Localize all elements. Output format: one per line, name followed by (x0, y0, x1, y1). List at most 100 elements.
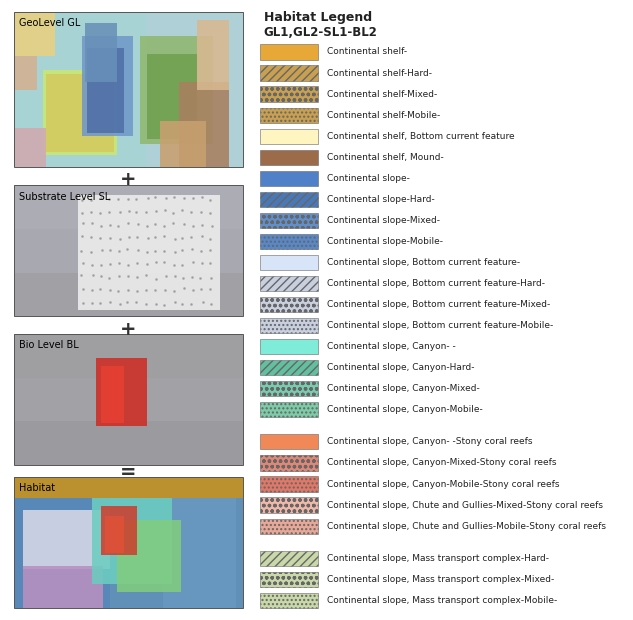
Bar (260, 297, 318, 312)
Text: Continental slope, Bottom current feature-Hard-: Continental slope, Bottom current featur… (327, 279, 545, 288)
Bar (14, 12, 55, 56)
Text: Continental slope, Bottom current feature-Mixed-: Continental slope, Bottom current featur… (327, 300, 550, 309)
Bar (46, 74, 115, 152)
Bar (260, 45, 318, 60)
Bar (163, 498, 236, 608)
Bar (260, 497, 318, 513)
Bar (14, 334, 242, 465)
Text: Continental slope-: Continental slope- (327, 174, 410, 183)
Bar (260, 572, 318, 587)
Bar (14, 334, 242, 378)
Text: Continental slope, Canyon- -: Continental slope, Canyon- - (327, 342, 456, 352)
Bar (14, 477, 242, 608)
Bar (260, 360, 318, 375)
Bar (160, 121, 206, 167)
Text: Continental shelf-: Continental shelf- (327, 48, 407, 56)
Bar (78, 195, 220, 309)
Text: Continental slope, Canyon-Mobile-: Continental slope, Canyon-Mobile- (327, 405, 483, 414)
Bar (260, 276, 318, 291)
Text: Continental slope, Bottom current feature-Mobile-: Continental slope, Bottom current featur… (327, 321, 553, 330)
Bar (105, 516, 123, 553)
Bar (260, 213, 318, 228)
Bar (260, 455, 318, 471)
Text: Continental slope, Chute and Gullies-Mixed-Stony coral reefs: Continental slope, Chute and Gullies-Mix… (327, 500, 603, 510)
Bar (260, 518, 318, 534)
Text: Continental slope, Mass transport complex-Mobile-: Continental slope, Mass transport comple… (327, 596, 557, 604)
Bar (260, 107, 318, 123)
Bar (260, 234, 318, 249)
Bar (14, 185, 242, 316)
Text: Continental slope, Canyon-Hard-: Continental slope, Canyon-Hard- (327, 363, 475, 372)
Text: Bio Level BL: Bio Level BL (18, 340, 78, 350)
Bar (260, 402, 318, 417)
Text: Continental slope-Hard-: Continental slope-Hard- (327, 195, 435, 204)
Text: Continental shelf-Mobile-: Continental shelf-Mobile- (327, 110, 441, 120)
Text: GL1,GL2-SL1-BL2: GL1,GL2-SL1-BL2 (264, 25, 378, 38)
Bar (260, 551, 318, 565)
Text: Continental slope, Chute and Gullies-Mobile-Stony coral reefs: Continental slope, Chute and Gullies-Mob… (327, 521, 606, 531)
Bar (260, 476, 318, 492)
Text: Continental slope, Mass transport complex-Mixed-: Continental slope, Mass transport comple… (327, 575, 555, 583)
Text: Continental slope-Mixed-: Continental slope-Mixed- (327, 216, 440, 225)
Text: Substrate Level SL: Substrate Level SL (18, 192, 110, 202)
Bar (87, 48, 123, 133)
Text: +: + (120, 170, 137, 189)
Bar (92, 498, 172, 584)
Bar (260, 192, 318, 207)
Bar (23, 510, 110, 569)
Bar (82, 35, 133, 136)
Bar (101, 366, 123, 423)
Bar (44, 69, 116, 155)
Bar (96, 358, 146, 426)
Bar (14, 185, 242, 316)
Bar (260, 435, 318, 449)
Text: +: + (120, 320, 137, 339)
Bar (14, 12, 146, 167)
Text: Continental shelf, Bottom current feature: Continental shelf, Bottom current featur… (327, 131, 515, 141)
Text: Continental slope, Mass transport complex-Hard-: Continental slope, Mass transport comple… (327, 554, 549, 562)
Bar (260, 381, 318, 396)
Text: Continental slope, Canyon- -Stony coral reefs: Continental slope, Canyon- -Stony coral … (327, 437, 532, 446)
Bar (14, 185, 242, 229)
Bar (260, 318, 318, 334)
Bar (260, 593, 318, 608)
Bar (14, 422, 242, 465)
Text: Continental slope, Canyon-Mobile-Stony coral reefs: Continental slope, Canyon-Mobile-Stony c… (327, 479, 560, 489)
Text: Continental shelf, Mound-: Continental shelf, Mound- (327, 153, 444, 162)
Bar (14, 477, 242, 608)
Bar (85, 23, 116, 82)
Text: Continental slope-Mobile-: Continental slope-Mobile- (327, 237, 443, 246)
Bar (14, 12, 242, 167)
Text: Continental slope, Canyon-Mixed-: Continental slope, Canyon-Mixed- (327, 384, 480, 393)
Text: GeoLevel GL: GeoLevel GL (18, 19, 80, 29)
Bar (260, 66, 318, 81)
Text: Continental slope, Bottom current feature-: Continental slope, Bottom current featur… (327, 258, 520, 267)
Bar (14, 477, 242, 498)
Bar (260, 339, 318, 354)
Bar (116, 520, 181, 592)
Bar (146, 54, 197, 140)
Text: Habitat: Habitat (18, 483, 54, 493)
Bar (260, 149, 318, 165)
Bar (23, 566, 103, 608)
Bar (14, 378, 242, 422)
Bar (14, 273, 242, 316)
Bar (14, 56, 37, 90)
Bar (14, 128, 46, 167)
Bar (260, 170, 318, 186)
Bar (260, 87, 318, 102)
Bar (260, 255, 318, 270)
Bar (197, 20, 229, 90)
Bar (14, 229, 242, 273)
Text: Continental shelf-Mixed-: Continental shelf-Mixed- (327, 89, 437, 99)
Bar (14, 12, 242, 167)
Bar (140, 35, 213, 144)
Bar (14, 334, 242, 465)
Text: Continental slope, Canyon-Mixed-Stony coral reefs: Continental slope, Canyon-Mixed-Stony co… (327, 458, 556, 467)
Text: Habitat Legend: Habitat Legend (264, 11, 372, 24)
Text: =: = (120, 463, 137, 482)
Text: Continental shelf-Hard-: Continental shelf-Hard- (327, 69, 432, 78)
Bar (179, 82, 229, 167)
Bar (14, 498, 110, 608)
Bar (260, 128, 318, 144)
